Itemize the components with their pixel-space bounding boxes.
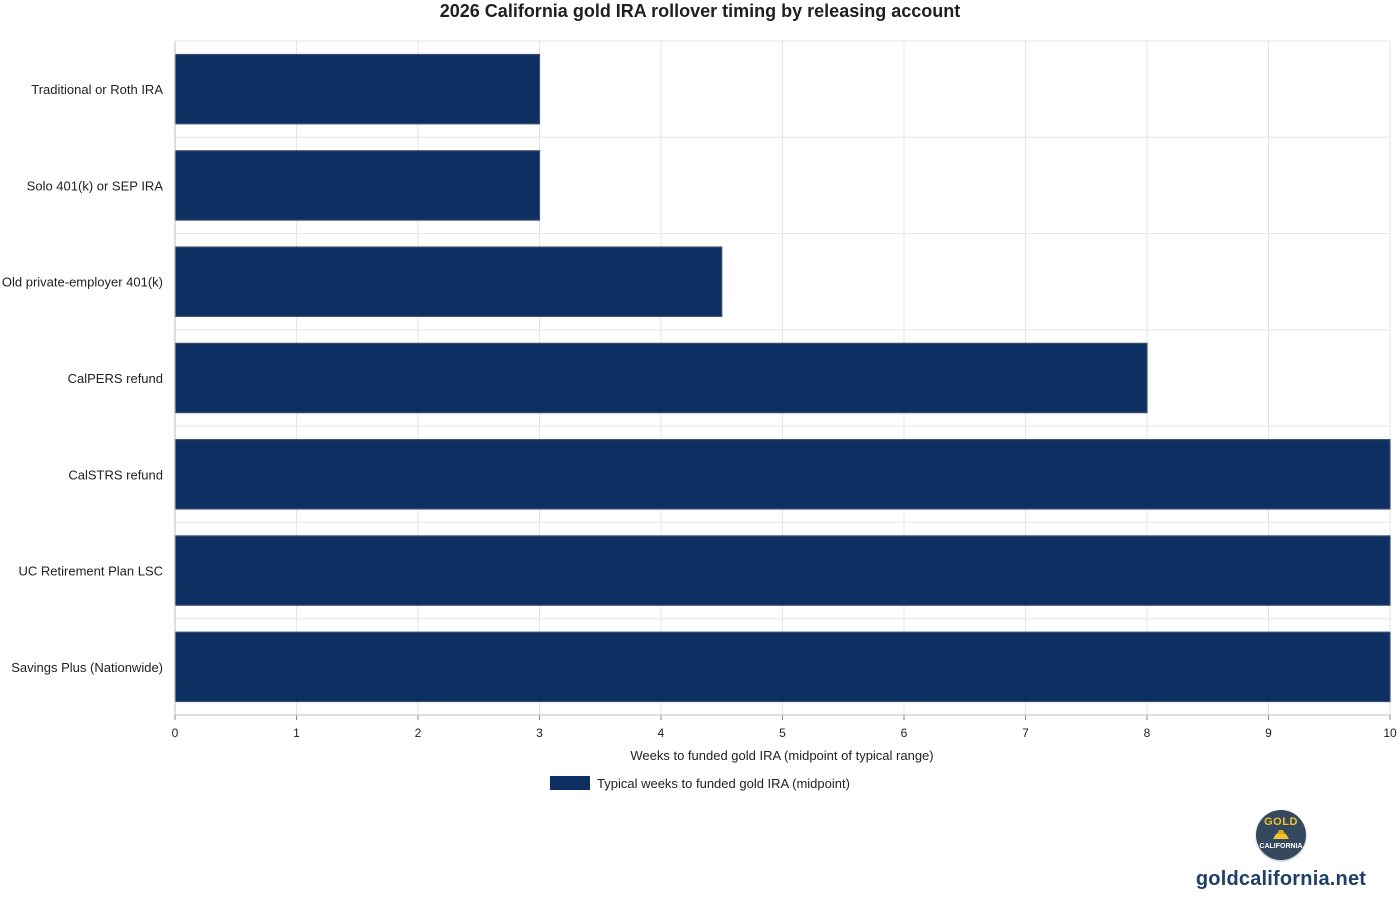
category-label: Savings Plus (Nationwide) bbox=[11, 660, 163, 675]
x-tick-label: 5 bbox=[779, 726, 786, 740]
brand-block: GOLD CALIFORNIA goldcalifornia.net bbox=[1186, 810, 1376, 891]
x-tick-label: 4 bbox=[658, 726, 665, 740]
category-label: Solo 401(k) or SEP IRA bbox=[27, 178, 164, 193]
x-tick-label: 1 bbox=[293, 726, 300, 740]
category-label: CalSTRS refund bbox=[68, 467, 163, 482]
bar bbox=[174, 631, 1391, 703]
bar bbox=[174, 246, 723, 317]
category-label: Traditional or Roth IRA bbox=[31, 82, 163, 97]
gold-california-logo: GOLD CALIFORNIA bbox=[1256, 810, 1306, 860]
legend: Typical weeks to funded gold IRA (midpoi… bbox=[550, 776, 850, 791]
legend-swatch bbox=[550, 776, 590, 790]
category-label: CalPERS refund bbox=[68, 371, 163, 386]
category-label: UC Retirement Plan LSC bbox=[19, 564, 164, 579]
x-tick-label: 6 bbox=[901, 726, 908, 740]
bar bbox=[174, 150, 541, 221]
logo-gold-text: GOLD bbox=[1264, 816, 1298, 828]
x-tick-label: 7 bbox=[1022, 726, 1029, 740]
logo-california-text: CALIFORNIA bbox=[1259, 843, 1303, 850]
bar bbox=[174, 439, 1391, 510]
x-tick-label: 10 bbox=[1383, 726, 1397, 740]
plot-area: 0 1 2 3 4 5 6 7 8 9 10 Traditional or Roth IRA Solo … bbox=[2, 40, 1397, 740]
x-tick-label: 3 bbox=[536, 726, 543, 740]
x-tick-label: 9 bbox=[1265, 726, 1272, 740]
bar bbox=[174, 53, 541, 125]
x-tick-label: 0 bbox=[172, 726, 179, 740]
x-tick-label: 2 bbox=[415, 726, 422, 740]
legend-label: Typical weeks to funded gold IRA (midpoi… bbox=[597, 776, 850, 791]
category-label: Old private-employer 401(k) bbox=[2, 275, 163, 290]
x-tick-label: 8 bbox=[1144, 726, 1151, 740]
brand-url[interactable]: goldcalifornia.net bbox=[1195, 868, 1367, 890]
gold-bars-icon bbox=[1273, 830, 1289, 839]
bar bbox=[174, 342, 1148, 414]
x-axis-label: Weeks to funded gold IRA (midpoint of ty… bbox=[630, 748, 933, 763]
chart-title: 2026 California gold IRA rollover timing… bbox=[440, 1, 960, 21]
bar bbox=[174, 535, 1391, 606]
